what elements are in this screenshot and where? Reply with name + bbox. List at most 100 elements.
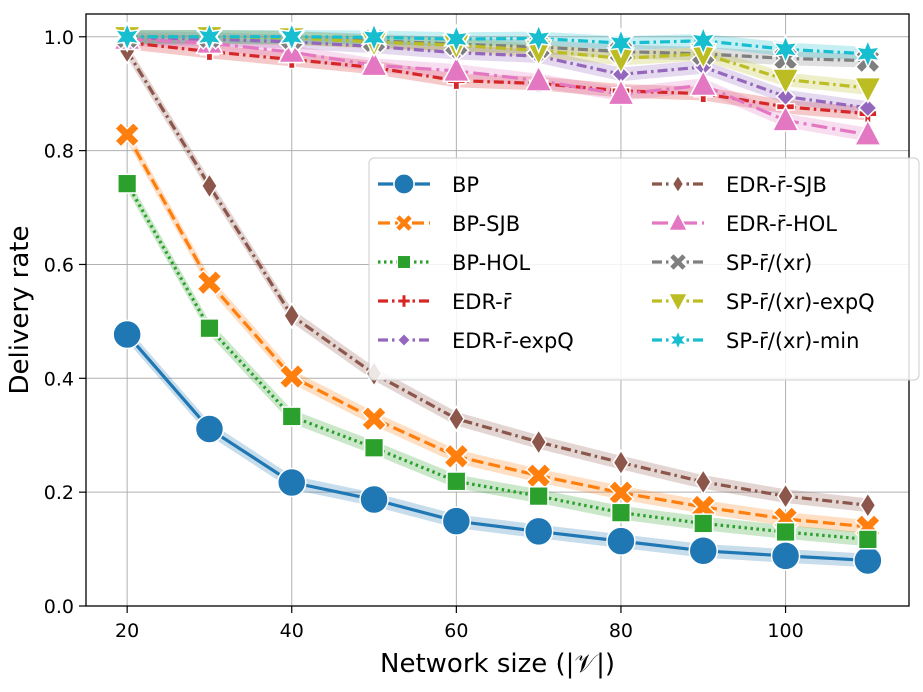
point-9-2	[278, 21, 306, 53]
point-0-5	[523, 516, 554, 547]
x-tick-label: 20	[115, 620, 139, 642]
point-0-8	[770, 541, 801, 571]
series-line-3	[126, 40, 868, 116]
point-5-7	[694, 468, 712, 496]
point-2-6	[610, 502, 632, 523]
point-6-6	[606, 78, 636, 106]
legend-marker-4	[396, 332, 412, 348]
point-6-7	[689, 69, 718, 97]
y-tick-label: 0.6	[44, 254, 74, 276]
point-6-4	[442, 55, 471, 83]
series-line-0	[125, 333, 868, 563]
legend-marker-2	[396, 254, 412, 270]
point-1-3	[360, 405, 388, 433]
axis-ticks: 20 40 60 80 100 0.0 0.2 0.4 0.6 0.8 1.0	[44, 27, 804, 642]
band-6	[127, 32, 868, 142]
point-8-8	[771, 68, 800, 96]
legend-label-5: EDR-r̄-SJB	[726, 173, 827, 197]
series-line-5	[125, 50, 869, 507]
legend-label-0: BP	[452, 173, 479, 197]
point-8-9	[853, 76, 883, 104]
point-5-5	[530, 428, 548, 456]
series-line-4	[127, 36, 869, 110]
series-line-6	[127, 37, 869, 137]
point-9-1	[195, 21, 224, 53]
legend-label-7: SP-r̄/(xr)	[726, 251, 812, 275]
point-9-8	[771, 33, 800, 65]
point-9-6	[607, 27, 635, 59]
x-tick-label: 40	[280, 620, 304, 642]
x-tick-label: 60	[444, 620, 468, 642]
point-0-7	[688, 536, 718, 566]
point-1-2	[278, 363, 306, 390]
legend-label-6: EDR-r̄-HOL	[726, 212, 837, 236]
point-2-9	[857, 529, 878, 550]
point-5-8	[776, 482, 795, 510]
point-2-7	[693, 513, 714, 534]
point-5-4	[447, 405, 465, 433]
point-1-0	[113, 121, 141, 148]
series-line-2	[125, 182, 868, 541]
legend-marker-7	[668, 252, 688, 272]
point-4-9	[857, 97, 878, 118]
point-0-0	[112, 319, 142, 350]
point-5-9	[859, 491, 877, 519]
legend-label-9: SP-r̄/(xr)-min	[726, 329, 859, 353]
legend-marker-6	[667, 211, 689, 232]
y-tick-label: 0.0	[44, 596, 74, 618]
legend-marker-3	[396, 293, 412, 309]
point-0-2	[277, 467, 307, 498]
legend-label-4: EDR-r̄-expQ	[452, 329, 574, 353]
point-9-7	[689, 25, 717, 57]
point-2-5	[528, 486, 549, 507]
series-line-9	[127, 35, 868, 56]
point-0-6	[606, 526, 636, 556]
point-2-2	[281, 406, 302, 427]
point-2-0	[117, 173, 138, 194]
point-0-4	[441, 506, 472, 536]
point-6-5	[524, 64, 553, 92]
legend-label-8: SP-r̄/(xr)-expQ	[726, 290, 875, 314]
legend-marker-1	[394, 213, 414, 233]
point-0-3	[359, 484, 389, 515]
point-9-4	[442, 23, 470, 55]
series-line-1	[125, 133, 869, 529]
point-0-9	[853, 545, 883, 576]
legend-label-3: EDR-r̄	[452, 290, 512, 314]
point-5-2	[283, 302, 301, 330]
point-2-3	[363, 437, 385, 458]
point-6-3	[359, 49, 389, 77]
series-markers	[112, 21, 883, 576]
y-tick-label: 0.4	[44, 368, 74, 390]
y-tick-label: 0.8	[44, 141, 74, 163]
legend: BP BP-SJB BP-HOL EDR-r̄ EDR-r̄-expQ EDR-r̄-SJ…	[368, 157, 920, 381]
y-tick-label: 1.0	[44, 27, 74, 49]
point-5-1	[200, 172, 219, 200]
point-9-5	[525, 22, 553, 55]
point-9-3	[360, 21, 388, 53]
point-9-9	[854, 38, 882, 70]
point-5-6	[612, 449, 630, 477]
series-lines	[125, 35, 869, 563]
legend-marker-0	[393, 173, 415, 195]
point-1-1	[196, 269, 223, 296]
point-6-8	[771, 104, 800, 132]
point-0-1	[194, 414, 225, 444]
y-axis-label: Delivery rate	[5, 226, 35, 395]
legend-label-2: BP-HOL	[452, 251, 531, 275]
point-2-8	[775, 521, 796, 543]
x-tick-label: 80	[609, 620, 633, 642]
x-tick-label: 100	[767, 620, 803, 642]
point-9-0	[113, 21, 141, 53]
point-2-1	[199, 318, 220, 339]
y-tick-label: 0.2	[44, 482, 74, 504]
point-6-9	[853, 118, 883, 146]
point-2-4	[446, 471, 467, 492]
x-axis-label: Network size (|𝒱|)	[380, 649, 615, 679]
legend-box	[368, 157, 920, 381]
legend-marker-8	[667, 292, 689, 313]
legend-label-1: BP-SJB	[452, 212, 520, 236]
point-1-4	[443, 443, 470, 470]
legend-marker-5	[671, 173, 685, 195]
legend-marker-9	[667, 328, 689, 352]
